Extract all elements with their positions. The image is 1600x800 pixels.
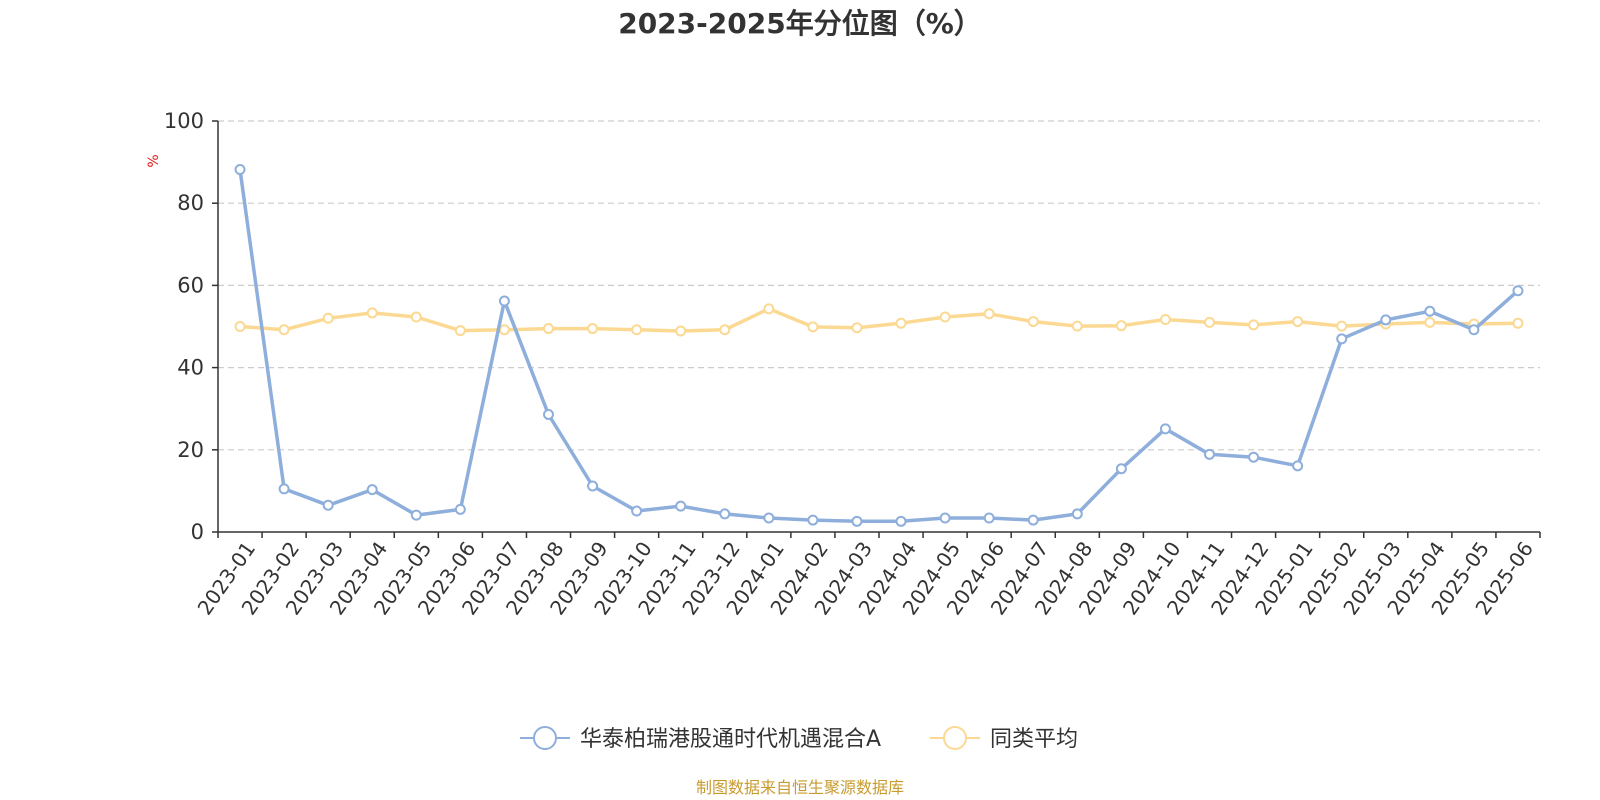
chart-title: 2023-2025年分位图（%） [618, 7, 982, 40]
data-point [543, 408, 554, 420]
source-note: 制图数据来自恒生聚源数据库 [696, 778, 904, 797]
data-point [587, 323, 599, 335]
data-point [675, 500, 687, 512]
legend-label: 华泰柏瑞港股通时代机遇混合A [580, 727, 881, 752]
data-point [1204, 316, 1215, 328]
data-point [851, 515, 863, 527]
data-point [851, 322, 863, 334]
data-point [1115, 463, 1127, 475]
data-point [1424, 316, 1436, 328]
data-point [1468, 324, 1480, 336]
y-tick-label: 100 [164, 109, 204, 133]
series-lines [234, 163, 1524, 527]
legend-item[interactable]: 同类平均 [930, 726, 1078, 752]
y-tick-label: 20 [177, 438, 204, 462]
legend-label: 同类平均 [990, 727, 1078, 752]
data-point [1292, 316, 1304, 328]
data-point [322, 499, 334, 511]
data-point [498, 295, 510, 307]
y-tick-label: 80 [177, 191, 204, 215]
data-point [1115, 320, 1127, 332]
data-point [587, 480, 599, 492]
data-point [410, 311, 422, 323]
y-axis-unit-label: % [146, 154, 162, 167]
data-point [719, 508, 731, 520]
series-line [239, 307, 1519, 333]
data-point [983, 512, 995, 524]
data-point [1512, 317, 1524, 329]
data-point [1336, 333, 1348, 345]
data-point [498, 324, 510, 336]
data-point [719, 324, 731, 336]
data-point [763, 512, 775, 524]
data-point [1248, 451, 1260, 463]
legend[interactable]: 华泰柏瑞港股通时代机遇混合A 同类平均 [520, 726, 1078, 752]
data-point [939, 512, 951, 524]
legend-marker [943, 726, 967, 750]
data-point [234, 163, 246, 175]
y-tick-label: 60 [177, 273, 204, 297]
data-point [234, 321, 246, 332]
data-point [631, 505, 643, 517]
data-point [1071, 508, 1083, 520]
data-point [807, 321, 819, 333]
data-point [1380, 314, 1392, 326]
data-point [454, 503, 466, 515]
y-tick-label: 40 [177, 356, 204, 380]
data-point [410, 509, 422, 521]
data-point [631, 324, 643, 336]
data-point [278, 483, 290, 495]
data-point [1071, 320, 1083, 332]
data-point [1159, 423, 1171, 435]
data-point [1027, 514, 1039, 526]
data-point [1336, 320, 1348, 332]
legend-marker [533, 726, 557, 750]
data-point [1424, 305, 1436, 317]
data-point [895, 317, 907, 329]
series-line [238, 169, 1520, 524]
legend-item[interactable]: 华泰柏瑞港股通时代机遇混合A [520, 726, 881, 752]
data-point [763, 303, 775, 315]
y-tick-label: 0 [191, 520, 204, 544]
data-point [454, 325, 466, 337]
grid-lines [218, 120, 1540, 451]
data-point [1027, 316, 1039, 328]
data-point [1159, 314, 1171, 326]
data-point [895, 515, 907, 527]
series-1 [234, 303, 1524, 337]
data-point [366, 307, 378, 319]
data-point [807, 514, 819, 526]
data-point [322, 312, 334, 324]
series-0 [234, 163, 1524, 527]
data-point [1204, 448, 1215, 460]
data-point [983, 308, 995, 320]
data-point [366, 484, 378, 496]
data-point [675, 325, 687, 337]
data-point [278, 324, 290, 336]
data-point [1512, 285, 1524, 297]
data-point [1292, 460, 1304, 472]
data-point [543, 323, 554, 335]
data-point [939, 311, 951, 323]
data-point [1248, 319, 1260, 331]
